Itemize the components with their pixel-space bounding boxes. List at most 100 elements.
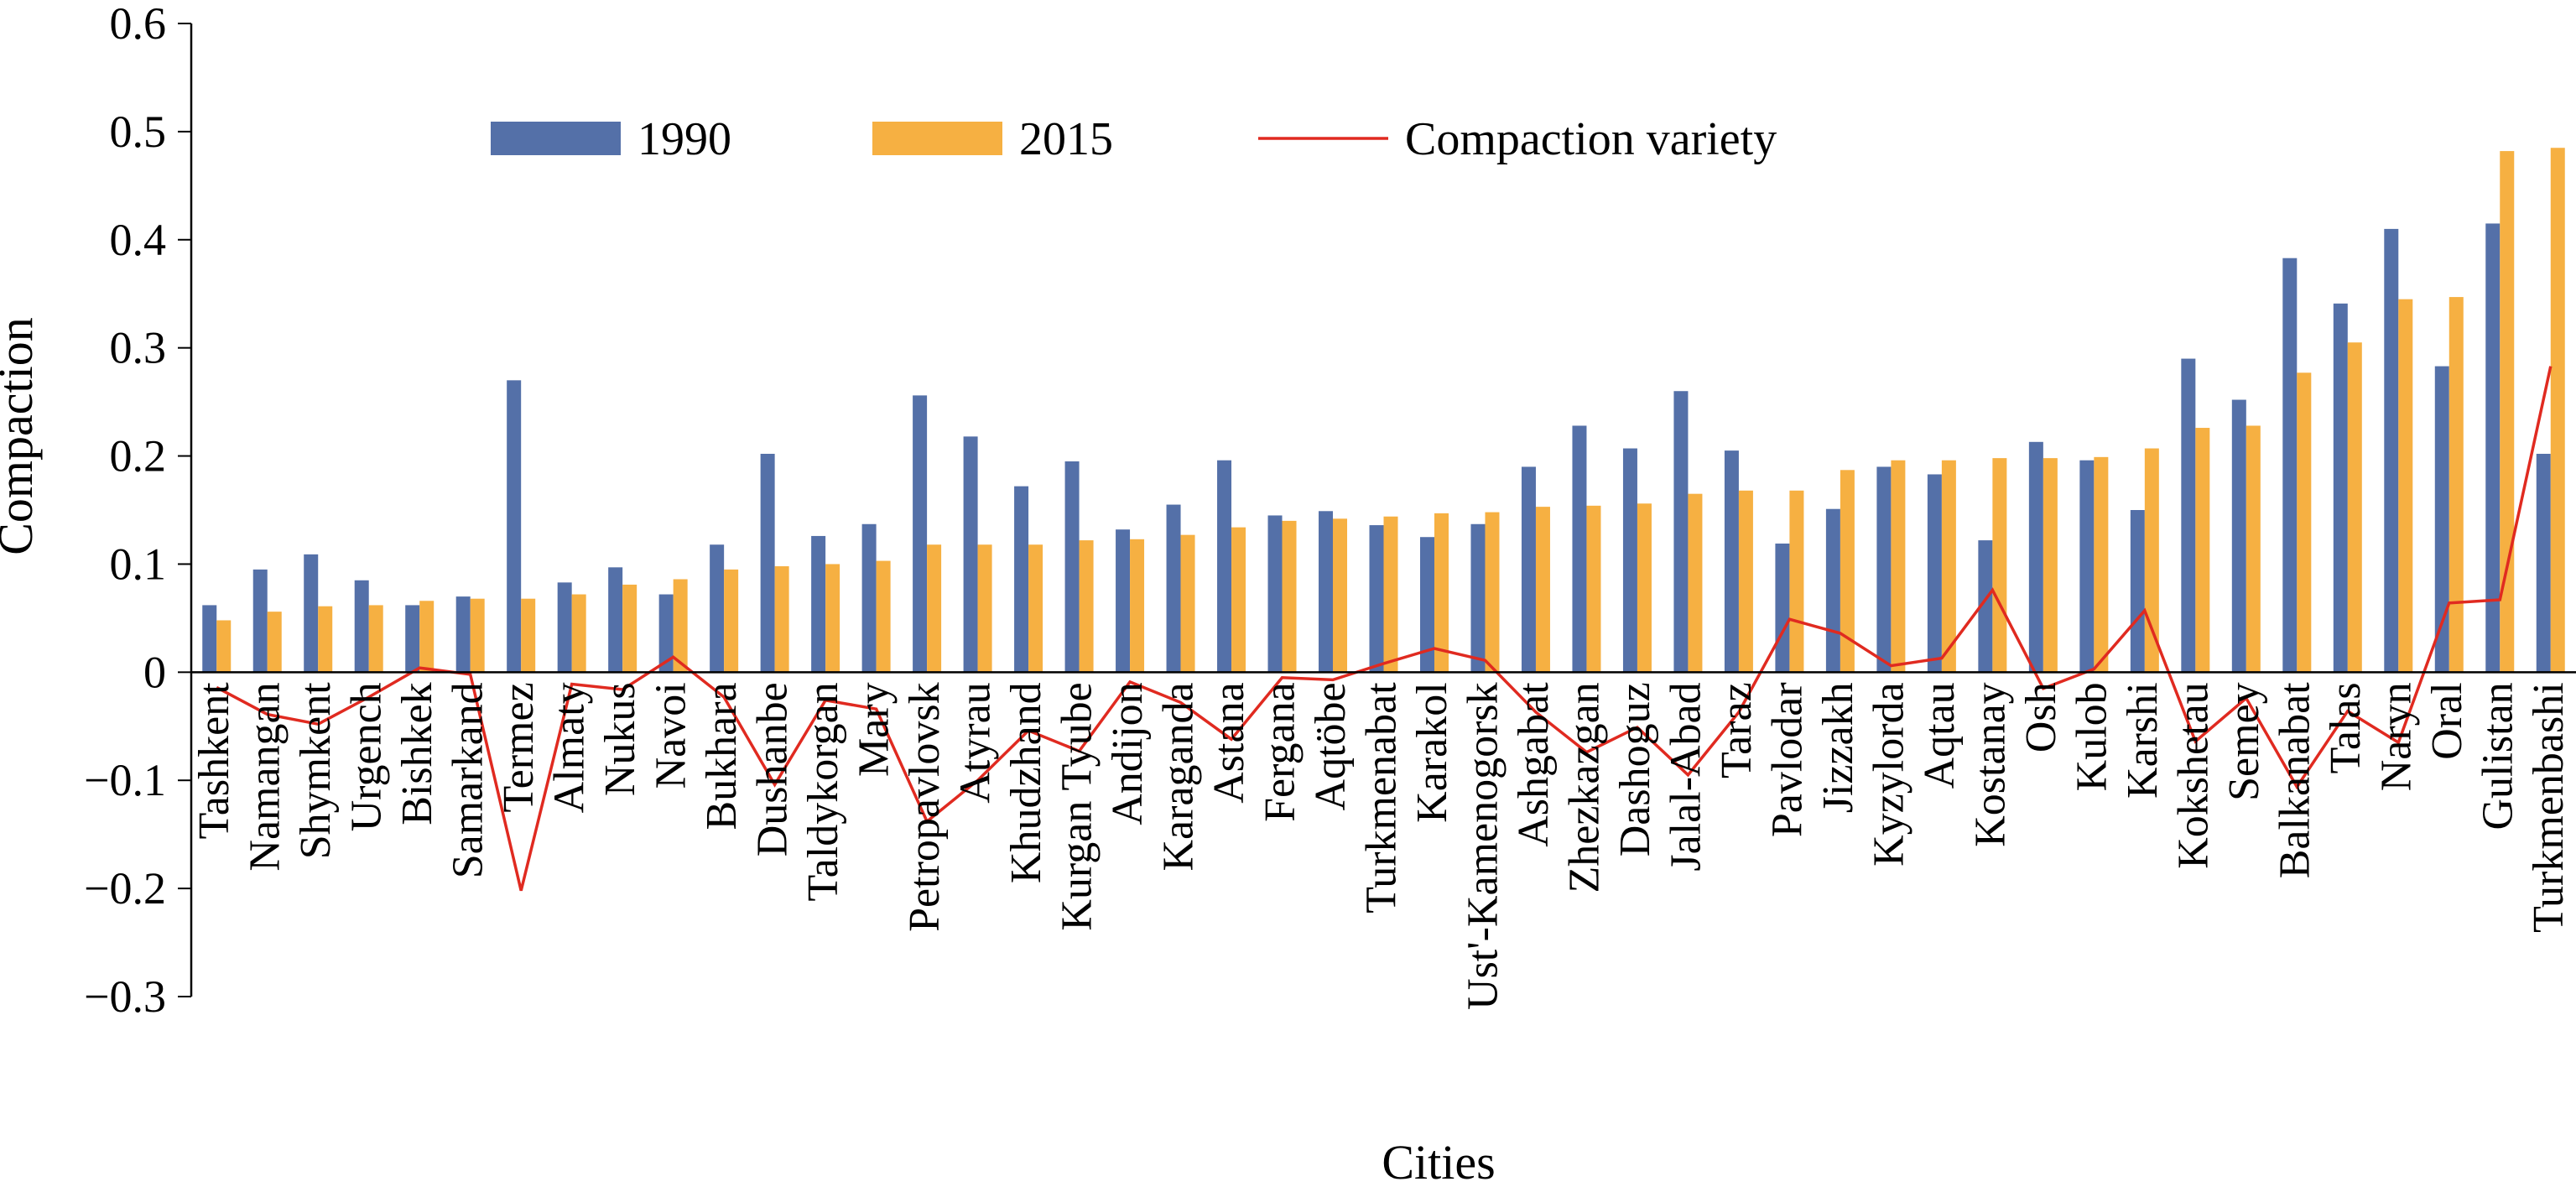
y-tick-label: 0.6	[110, 0, 167, 49]
series-2015-bars	[216, 148, 2565, 673]
bar-1990	[202, 605, 217, 673]
x-category-label: Astana	[1205, 682, 1253, 803]
y-tick-label: 0.1	[110, 539, 167, 589]
bar-1990	[1319, 511, 1334, 673]
bar-1990	[1876, 466, 1892, 673]
x-category-label: Shymkent	[292, 682, 340, 859]
bar-2015	[673, 579, 688, 673]
x-category-label: Aqtau	[1916, 682, 1964, 789]
legend: 1990 2015 Compaction variety	[491, 113, 1777, 165]
bar-1990	[405, 605, 420, 673]
bar-1990	[760, 453, 775, 673]
bar-2015	[1738, 490, 1753, 673]
x-category-label: Oral	[2423, 682, 2471, 759]
bar-2015	[1231, 527, 1246, 673]
bar-1990	[557, 582, 572, 673]
bar-2015	[2398, 299, 2413, 673]
bar-1990	[963, 436, 978, 673]
x-category-label: Osh	[2017, 682, 2065, 752]
x-category-label: Ashgabat	[1510, 682, 1558, 847]
bar-1990	[2130, 510, 2145, 673]
bar-1990	[658, 594, 674, 673]
bar-2015	[1028, 544, 1043, 673]
bar-1990	[861, 523, 877, 673]
bar-2015	[419, 601, 435, 673]
x-category-label: Turkmenbashi	[2525, 682, 2573, 933]
bar-1990	[252, 569, 268, 673]
bar-1990	[1064, 461, 1080, 673]
y-tick-label: 0.3	[110, 323, 167, 373]
x-category-label: Petropavlovsk	[901, 682, 949, 932]
legend-label: Compaction variety	[1405, 113, 1777, 165]
x-category-label: Khudzhand	[1002, 682, 1050, 883]
bar-2015	[1891, 460, 1906, 673]
x-category-label: Urgench	[343, 682, 391, 831]
x-category-label: Mary	[851, 682, 898, 777]
bar-1990	[1978, 540, 1993, 673]
legend-label: 1990	[637, 113, 731, 165]
bar-2015	[1180, 534, 1195, 673]
bar-2015	[1333, 518, 1348, 673]
bar-2015	[2094, 456, 2109, 673]
bar-1990	[913, 395, 928, 673]
bar-1990	[2384, 228, 2399, 673]
x-category-label: Samarkand	[445, 682, 492, 878]
axes	[190, 23, 2576, 997]
y-tick-label: 0.2	[110, 431, 167, 482]
bar-2015	[1485, 512, 1500, 673]
x-axis-category-labels: Tashkent Namangan Shymkent Urgench Bishkek Sa…	[190, 682, 2573, 1010]
legend-swatch	[491, 122, 621, 155]
bar-1990	[1927, 474, 1942, 673]
x-category-label: Bishkek	[393, 682, 441, 825]
bar-2015	[1535, 507, 1550, 673]
bar-1990	[2485, 223, 2501, 673]
bar-2015	[368, 605, 383, 673]
legend-swatch	[872, 122, 1002, 155]
bar-2015	[1434, 513, 1449, 673]
bar-2015	[2195, 428, 2210, 673]
bar-1990	[1724, 450, 1739, 673]
bar-1990	[608, 567, 623, 673]
x-category-label: Semey	[2220, 682, 2268, 801]
compaction-variety-series	[216, 366, 2553, 892]
bar-2015	[318, 606, 333, 673]
x-category-label: Talas	[2322, 682, 2370, 773]
bar-1990	[304, 554, 319, 673]
x-category-label: Zhezkazgan	[1560, 682, 1608, 893]
x-category-label: Andijon	[1104, 682, 1152, 825]
bar-2015	[876, 560, 891, 673]
bar-1990	[1572, 425, 1587, 673]
bar-1990	[507, 380, 522, 673]
x-category-label: Atyrau	[952, 682, 1000, 803]
bar-1990	[1775, 543, 1790, 673]
bar-1990	[1673, 391, 1689, 673]
compaction-variety-line	[216, 366, 2553, 892]
x-category-label: Termez	[495, 682, 543, 812]
x-category-label: Aqtöbe	[1307, 682, 1355, 810]
bar-2015	[1840, 470, 1855, 673]
bar-1990	[2028, 441, 2043, 673]
bar-1990	[455, 596, 471, 673]
bar-2015	[774, 566, 789, 673]
bar-1990	[2434, 366, 2449, 673]
bar-2015	[1789, 490, 1804, 673]
bar-2015	[1383, 516, 1398, 673]
bar-1990	[1166, 504, 1181, 673]
x-category-label: Fergana	[1257, 682, 1304, 822]
x-axis-title: Cities	[1382, 1135, 1495, 1187]
y-axis-title: Compaction	[0, 317, 43, 555]
bar-1990	[1521, 466, 1536, 673]
bar-1990	[811, 535, 826, 673]
x-category-label: Balkanabat	[2271, 682, 2318, 878]
x-category-label: Namangan	[242, 682, 289, 871]
y-axis-ticks: −0.3 −0.2 −0.1 0 0.1 0.2 0.3 0.4 0.5 0.6	[84, 0, 191, 1022]
x-category-label: Kurgan Tyube	[1054, 682, 1101, 930]
x-category-label: Tashkent	[190, 682, 238, 840]
bar-2015	[2297, 372, 2312, 673]
x-category-label: Taldykorgan	[799, 682, 847, 901]
x-category-label: Jizzakh	[1814, 682, 1862, 813]
bar-2015	[724, 569, 739, 673]
y-tick-label: −0.1	[84, 755, 166, 805]
bar-1990	[2231, 399, 2246, 673]
x-category-label: Dushanbe	[749, 682, 797, 856]
